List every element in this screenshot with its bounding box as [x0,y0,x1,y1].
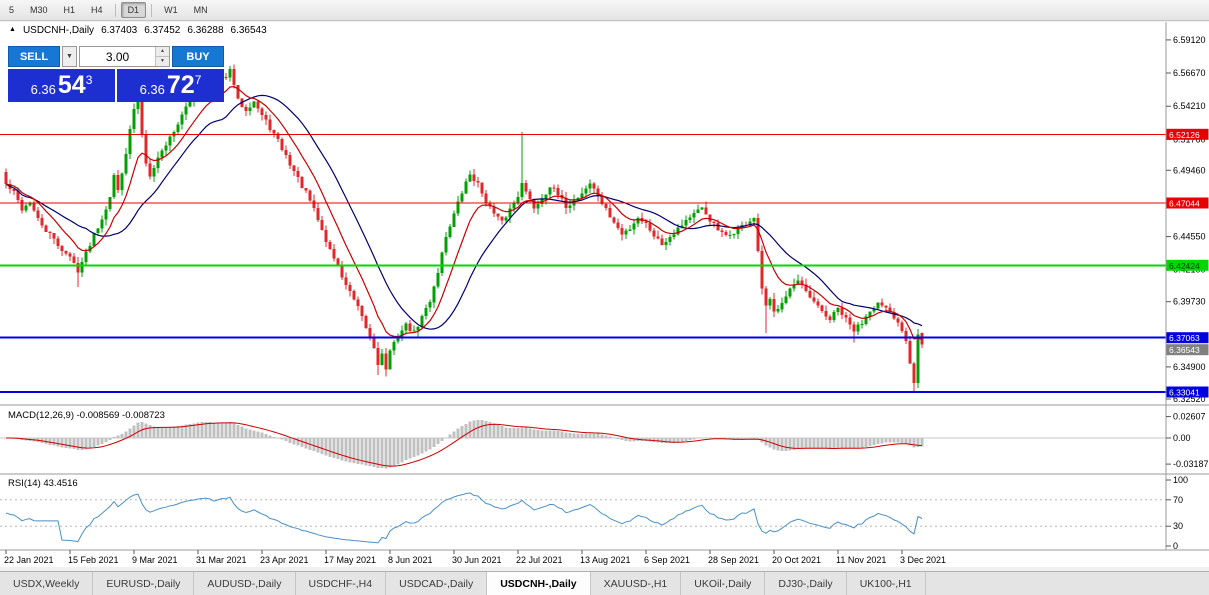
tab-audusd-daily[interactable]: AUDUSD-,Daily [194,572,296,595]
rsi-tick-label: 0 [1173,541,1178,551]
sell-button[interactable]: SELL [8,46,60,67]
tab-usdcnh-daily[interactable]: USDCNH-,Daily [487,572,591,595]
timeframe-m30[interactable]: M30 [30,5,48,15]
one-click-trade-panel: SELL ▼ ▲ ▼ BUY 6.36 54 3 6.36 72 [8,46,224,102]
ohlc-low: 6.36288 [187,25,224,36]
rsi-tick-label: 100 [1173,475,1188,485]
chart-tabs-bar: USDX,Weekly EURUSD-,Daily AUDUSD-,Daily USD… [0,571,1209,595]
price-badge-label: 6.42424 [1169,261,1200,271]
buy-price-pipette: 7 [194,73,202,87]
price-tick-label: 6.34900 [1173,362,1206,372]
tab-ukoil-daily[interactable]: UKOil-,Daily [681,572,766,595]
tab-uk100-h1[interactable]: UK100-,H1 [847,572,926,595]
price-tick-label: 6.32520 [1173,394,1206,404]
volume-up-button[interactable]: ▲ [156,47,169,57]
volume-input[interactable] [80,47,155,66]
tab-usdx-weekly[interactable]: USDX,Weekly [0,572,94,595]
sell-price-display[interactable]: 6.36 54 3 [8,69,115,102]
volume-down-button[interactable]: ▼ [156,57,169,66]
sell-price-prefix: 6.36 [30,81,56,97]
date-label: 30 Jun 2021 [452,555,502,565]
price-chart-canvas[interactable]: 6.591206.566706.542106.517606.494606.470… [0,22,1209,567]
tab-dj30-daily[interactable]: DJ30-,Daily [765,572,847,595]
macd-tick-label: -0.03187 [1173,459,1209,469]
macd-signal-line [6,422,923,467]
price-badge-box [1166,386,1209,398]
price-badge-label: 6.47044 [1169,199,1200,209]
timeframe-d1[interactable]: D1 [120,2,147,18]
volume-input-wrap: ▲ ▼ [79,46,170,67]
toolbar-separator [151,3,153,17]
ohlc-close: 6.36543 [230,25,267,36]
timeframe-toolbar: 5 M30 H1 H4 D1 W1 MN [0,0,1209,21]
buy-price-prefix: 6.36 [139,81,165,97]
price-tick-label: 6.54210 [1173,101,1206,111]
price-tick-label: 6.44550 [1173,232,1206,242]
ohlc-open: 6.37403 [101,25,138,36]
buy-button[interactable]: BUY [172,46,224,67]
price-tick-label: 6.39730 [1173,297,1206,307]
date-label: 15 Feb 2021 [68,555,119,565]
macd-label: MACD(12,26,9) -0.008569 -0.008723 [8,410,165,421]
macd-tick-label: 0.00 [1173,433,1191,443]
tab-usdcad-daily[interactable]: USDCAD-,Daily [386,572,488,595]
price-badge-label: 6.36543 [1169,345,1200,355]
volume-dropdown[interactable]: ▼ [62,46,77,67]
buy-price-big: 72 [166,71,195,99]
symbol-title: USDCNH-,Daily [22,25,95,36]
sell-price-big: 54 [57,71,86,99]
rsi-tick-label: 70 [1173,495,1183,505]
price-badge-box [1166,332,1209,344]
price-badge-box [1166,128,1209,140]
buy-price-display[interactable]: 6.36 72 7 [117,69,224,102]
price-badge-box [1166,197,1209,209]
date-label: 8 Jun 2021 [388,555,433,565]
date-label: 3 Dec 2021 [900,555,946,565]
toolbar-separator [114,3,116,17]
trade-controls-row: SELL ▼ ▲ ▼ BUY [8,46,224,67]
timeframe-h1[interactable]: H1 [63,5,76,15]
chart-background [0,22,1209,567]
price-tick-label: 6.49460 [1173,165,1206,175]
date-label: 17 May 2021 [324,555,376,565]
trade-prices-row: 6.36 54 3 6.36 72 7 [8,69,224,102]
timeframe-mn[interactable]: MN [193,5,208,15]
volume-spinner: ▲ ▼ [155,47,169,66]
date-label: 31 Mar 2021 [196,555,247,565]
price-badge-box [1166,259,1209,271]
ohlc-high: 6.37452 [144,25,181,36]
date-label: 22 Jan 2021 [4,555,54,565]
price-badge-label: 6.37063 [1169,333,1200,343]
timeframe-w1[interactable]: W1 [164,5,178,15]
price-tick-label: 6.56670 [1173,68,1206,78]
ma-slow-line [5,94,923,330]
date-label: 13 Aug 2021 [580,555,631,565]
price-badge-label: 6.52126 [1169,130,1200,140]
chevron-down-icon: ▼ [66,53,73,60]
rsi-line [5,492,923,544]
chart-header: ▲ USDCNH-,Daily 6.37403 6.37452 6.36288 … [9,25,267,36]
date-label: 20 Oct 2021 [772,555,821,565]
date-label: 11 Nov 2021 [836,555,886,565]
tab-xauusd-h1[interactable]: XAUUSD-,H1 [591,572,682,595]
timeframe-5[interactable]: 5 [9,5,15,15]
rsi-label: RSI(14) 43.4516 [8,478,78,489]
tab-usdchf-h4[interactable]: USDCHF-,H4 [296,572,387,595]
sell-price-pipette: 3 [85,73,93,87]
date-label: 22 Jul 2021 [516,555,563,565]
price-badge-label: 6.33041 [1169,388,1200,398]
date-label: 23 Apr 2021 [260,555,309,565]
tab-eurusd-daily[interactable]: EURUSD-,Daily [93,572,195,595]
date-label: 9 Mar 2021 [132,555,178,565]
date-label: 28 Sep 2021 [708,555,759,565]
rsi-tick-label: 30 [1173,521,1183,531]
symbol-marker-icon: ▲ [9,26,16,33]
macd-tick-label: 0.02607 [1173,412,1206,422]
timeframe-h4[interactable]: H4 [91,5,103,15]
date-label: 6 Sep 2021 [644,555,690,565]
price-badge-box [1166,344,1209,356]
price-tick-label: 6.59120 [1173,35,1206,45]
ma-fast-line [5,85,923,340]
